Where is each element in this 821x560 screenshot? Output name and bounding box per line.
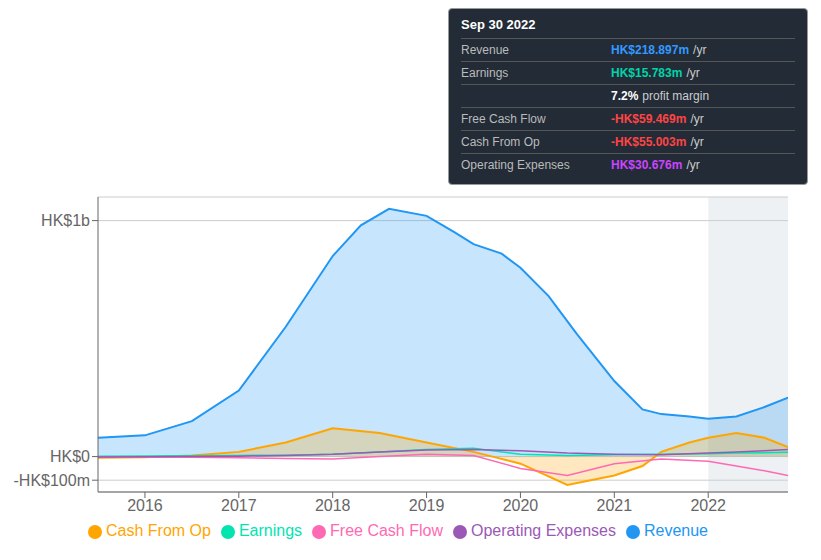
svg-text:HK$0: HK$0: [50, 448, 90, 465]
html-text:HK$218.897m /yr: HK$218.897m /yr: [611, 43, 707, 57]
html-text:Earnings: Earnings: [238, 522, 303, 539]
html-text:Revenue: Revenue: [644, 522, 708, 539]
html-text:Earnings: Earnings: [461, 66, 509, 80]
svg-text:2016: 2016: [127, 497, 163, 514]
svg-text:2021: 2021: [597, 497, 633, 514]
html-text:HK$30.676m /yr: HK$30.676m /yr: [611, 158, 700, 172]
html-text:Operating Expenses: Operating Expenses: [461, 158, 570, 172]
svg-text:2022: 2022: [690, 497, 726, 514]
html-text:-HK$55.003m /yr: -HK$55.003m /yr: [611, 135, 704, 149]
html-text:Free Cash Flow: Free Cash Flow: [461, 112, 546, 126]
html-text:HK$15.783m /yr: HK$15.783m /yr: [611, 66, 700, 80]
html-text:Cash From Op: Cash From Op: [461, 135, 540, 149]
svg-text:-HK$100m: -HK$100m: [14, 472, 90, 489]
svg-text:2018: 2018: [315, 497, 351, 514]
svg-text:2020: 2020: [503, 497, 539, 514]
html-text:7.2% profit margin: 7.2% profit margin: [611, 89, 710, 103]
svg-text:2019: 2019: [409, 497, 445, 514]
html-text:-HK$59.469m /yr: -HK$59.469m /yr: [611, 112, 704, 126]
html-text:Sep 30 2022: Sep 30 2022: [461, 17, 536, 32]
svg-text:2017: 2017: [221, 497, 257, 514]
html-text:Cash From Op: Cash From Op: [106, 522, 211, 539]
html-text:Free Cash Flow: Free Cash Flow: [330, 522, 443, 539]
svg-text:HK$1b: HK$1b: [41, 212, 90, 229]
html-text:Revenue: Revenue: [461, 43, 509, 57]
html-text:Operating Expenses: Operating Expenses: [471, 522, 616, 539]
